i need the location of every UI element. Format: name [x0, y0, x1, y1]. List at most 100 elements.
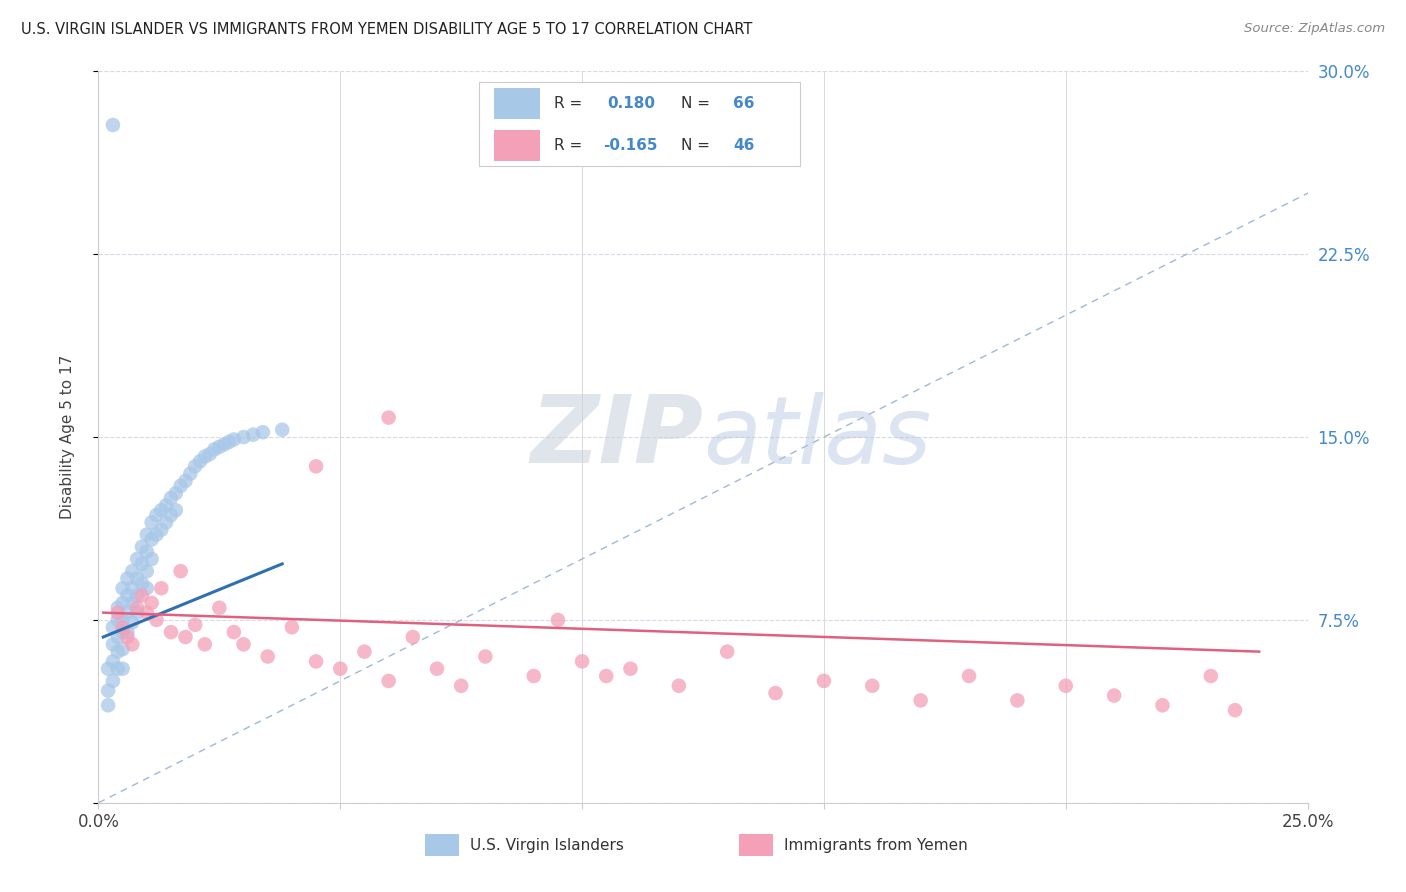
- Point: [127, 552, 149, 566]
- Point: [377, 410, 399, 425]
- Point: [101, 118, 124, 132]
- Point: [150, 581, 173, 595]
- Point: [860, 679, 883, 693]
- Point: [450, 679, 472, 693]
- Text: N =: N =: [682, 95, 716, 111]
- Point: [160, 491, 183, 505]
- Point: [1199, 669, 1222, 683]
- Text: Immigrants from Yemen: Immigrants from Yemen: [785, 838, 967, 853]
- Point: [127, 600, 149, 615]
- Text: U.S. Virgin Islanders: U.S. Virgin Islanders: [470, 838, 623, 853]
- Text: 0.180: 0.180: [607, 95, 655, 111]
- Point: [107, 606, 129, 620]
- Point: [131, 576, 153, 591]
- Point: [111, 620, 134, 634]
- Point: [179, 467, 201, 481]
- Point: [145, 508, 167, 522]
- Point: [174, 630, 197, 644]
- Point: [111, 642, 134, 657]
- Point: [107, 662, 129, 676]
- Point: [198, 447, 221, 461]
- Point: [107, 600, 129, 615]
- Text: 46: 46: [734, 138, 755, 153]
- Point: [305, 459, 328, 474]
- Point: [169, 479, 191, 493]
- Text: atlas: atlas: [703, 392, 931, 483]
- Point: [165, 486, 187, 500]
- FancyBboxPatch shape: [740, 834, 773, 856]
- Point: [117, 589, 139, 603]
- Point: [619, 662, 641, 676]
- Point: [426, 662, 449, 676]
- Point: [188, 454, 211, 468]
- Text: ZIP: ZIP: [530, 391, 703, 483]
- Point: [101, 620, 124, 634]
- Point: [222, 433, 245, 447]
- FancyBboxPatch shape: [494, 130, 540, 161]
- Point: [97, 683, 120, 698]
- Point: [765, 686, 787, 700]
- Point: [194, 637, 217, 651]
- Point: [150, 503, 173, 517]
- Point: [111, 613, 134, 627]
- Point: [305, 654, 328, 668]
- Point: [107, 645, 129, 659]
- Point: [107, 630, 129, 644]
- Point: [97, 698, 120, 713]
- Point: [218, 434, 240, 449]
- Point: [101, 637, 124, 651]
- Point: [184, 459, 207, 474]
- Point: [474, 649, 496, 664]
- Point: [184, 617, 207, 632]
- Point: [121, 581, 143, 595]
- Point: [117, 572, 139, 586]
- Point: [111, 596, 134, 610]
- Text: R =: R =: [554, 95, 588, 111]
- Y-axis label: Disability Age 5 to 17: Disability Age 5 to 17: [60, 355, 75, 519]
- Text: U.S. VIRGIN ISLANDER VS IMMIGRANTS FROM YEMEN DISABILITY AGE 5 TO 17 CORRELATION: U.S. VIRGIN ISLANDER VS IMMIGRANTS FROM …: [21, 22, 752, 37]
- Point: [121, 615, 143, 630]
- Point: [117, 625, 139, 640]
- Point: [402, 630, 425, 644]
- Point: [145, 527, 167, 541]
- Point: [222, 625, 245, 640]
- Point: [97, 662, 120, 676]
- Point: [668, 679, 690, 693]
- Point: [121, 596, 143, 610]
- Text: -0.165: -0.165: [603, 138, 657, 153]
- Point: [135, 544, 157, 558]
- Point: [160, 508, 183, 522]
- Point: [1102, 689, 1125, 703]
- Text: R =: R =: [554, 138, 588, 153]
- Point: [329, 662, 352, 676]
- Text: Source: ZipAtlas.com: Source: ZipAtlas.com: [1244, 22, 1385, 36]
- Point: [121, 637, 143, 651]
- Point: [252, 425, 274, 440]
- FancyBboxPatch shape: [494, 88, 540, 119]
- Point: [117, 606, 139, 620]
- Point: [194, 450, 217, 464]
- Point: [353, 645, 375, 659]
- Point: [232, 430, 254, 444]
- Point: [141, 552, 163, 566]
- Point: [127, 589, 149, 603]
- Point: [957, 669, 980, 683]
- Point: [127, 572, 149, 586]
- Point: [135, 606, 157, 620]
- Point: [155, 516, 177, 530]
- Point: [135, 581, 157, 595]
- Point: [212, 437, 235, 451]
- Point: [131, 589, 153, 603]
- Point: [101, 654, 124, 668]
- Point: [595, 669, 617, 683]
- Point: [135, 564, 157, 578]
- Point: [232, 637, 254, 651]
- Point: [208, 600, 231, 615]
- Point: [1054, 679, 1077, 693]
- Point: [141, 533, 163, 547]
- Point: [131, 540, 153, 554]
- Point: [547, 613, 569, 627]
- Point: [160, 625, 183, 640]
- Text: 66: 66: [734, 95, 755, 111]
- Point: [141, 596, 163, 610]
